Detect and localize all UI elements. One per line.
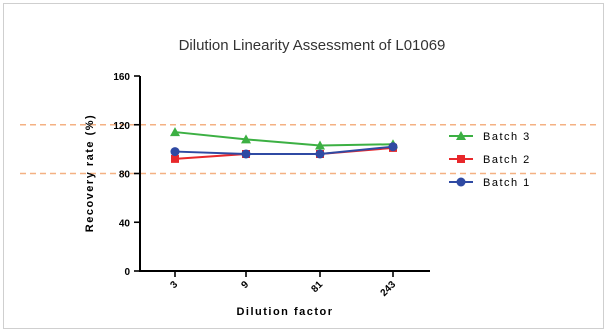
series-group <box>170 127 398 163</box>
data-point <box>170 127 180 137</box>
legend-item: Batch 2 <box>449 154 531 166</box>
x-tick-label: 243 <box>379 279 399 299</box>
series-batch-1 <box>170 142 398 159</box>
series-line <box>174 131 394 147</box>
y-ticks: 0 40 80 120 160 <box>113 72 140 278</box>
y-tick-label: 0 <box>124 267 130 278</box>
y-axis-label: Recovery rate (%) <box>84 114 96 232</box>
x-tick-label: 9 <box>239 279 251 291</box>
chart-title: Dilution Linearity Assessment of L01069 <box>179 37 446 54</box>
x-axis-label: Dilution factor <box>236 306 333 318</box>
legend-label: Batch 1 <box>483 177 531 189</box>
y-tick-label: 160 <box>113 72 130 83</box>
legend-marker <box>457 155 465 163</box>
x-ticks: 3 9 81 243 <box>168 271 398 299</box>
data-point <box>315 140 325 150</box>
x-tick-label: 3 <box>168 279 180 291</box>
legend-marker <box>456 131 466 140</box>
legend-item: Batch 1 <box>449 177 531 189</box>
data-point <box>388 142 398 152</box>
legend-item: Batch 3 <box>449 131 531 143</box>
y-tick-label: 40 <box>119 218 131 229</box>
legend-label: Batch 3 <box>483 131 531 143</box>
data-point <box>241 134 251 144</box>
legend: Batch 3 Batch 2 Batch 1 <box>449 131 531 189</box>
x-tick-label: 81 <box>309 279 325 295</box>
data-point <box>315 149 325 159</box>
chart-frame <box>3 3 604 329</box>
y-tick-label: 120 <box>113 121 130 132</box>
data-point <box>171 154 179 163</box>
legend-label: Batch 2 <box>483 154 531 166</box>
data-point <box>241 149 251 159</box>
y-tick-label: 80 <box>119 170 131 181</box>
series-batch-3 <box>170 127 398 150</box>
data-point <box>170 147 180 157</box>
series-line <box>174 145 394 155</box>
reference-lines <box>20 123 600 175</box>
legend-marker <box>456 177 466 187</box>
